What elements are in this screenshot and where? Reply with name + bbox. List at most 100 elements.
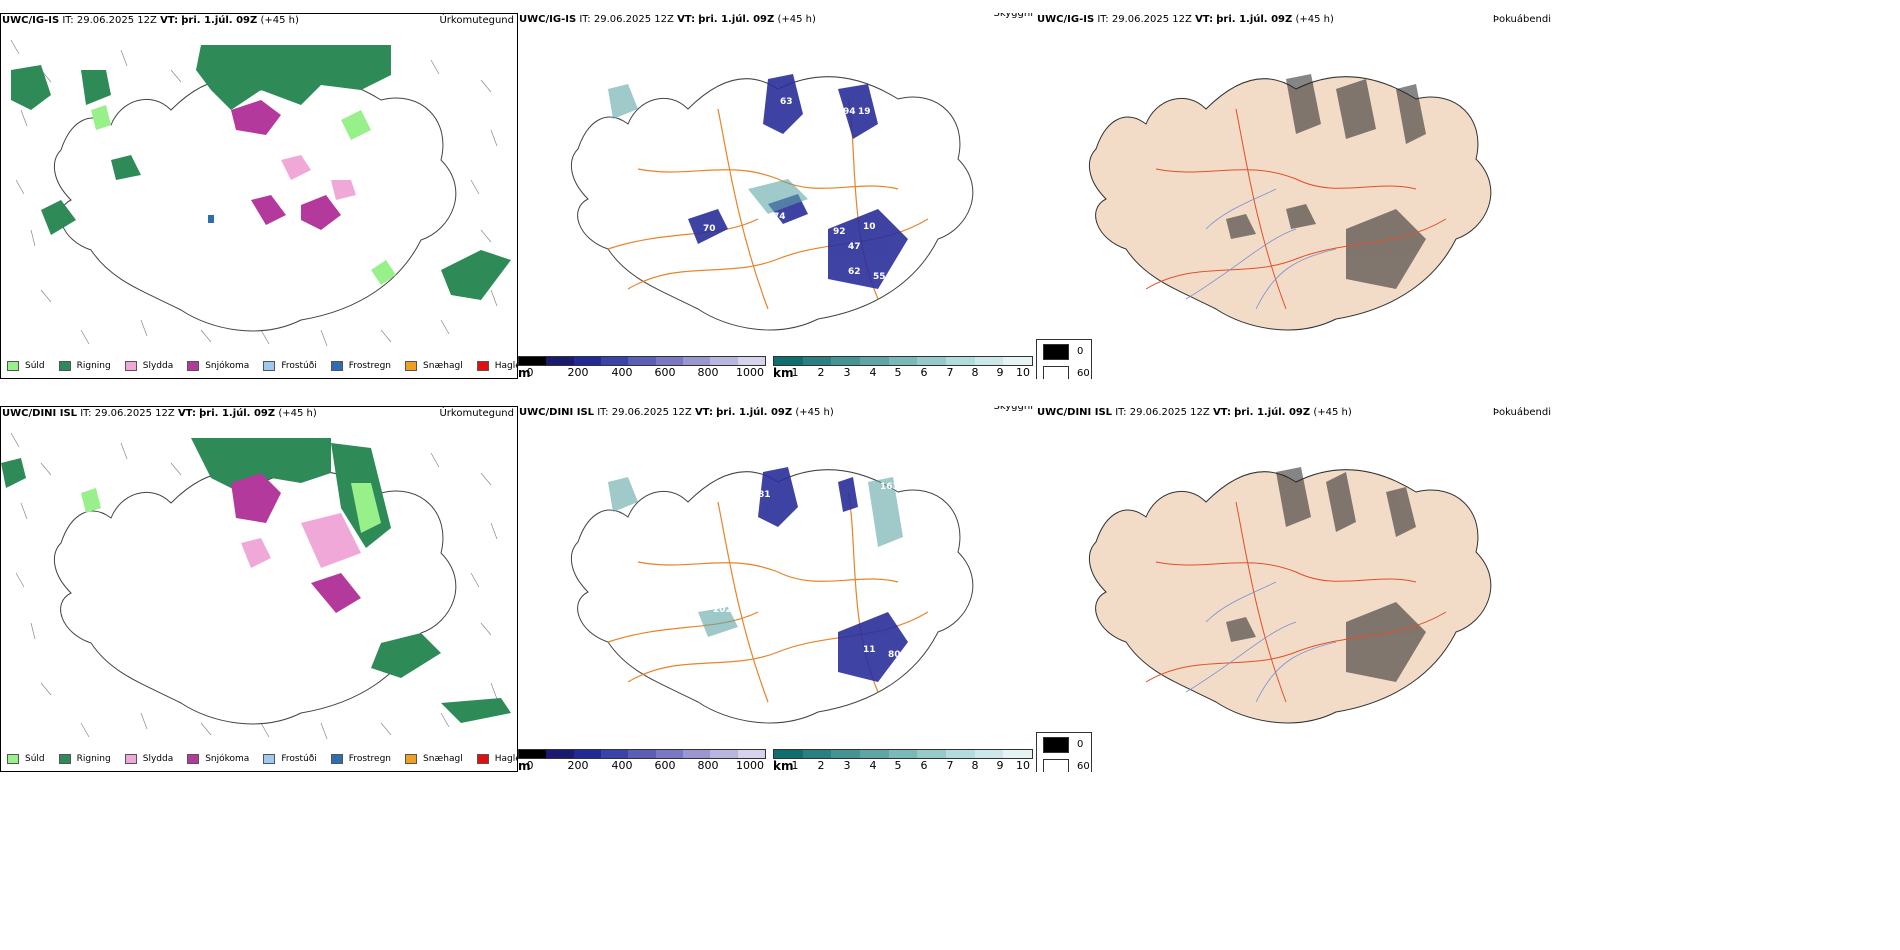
cloud-panel-dini: UWC/DINI ISL IT: 29.06.2025 12Z VT: þri.… (518, 406, 1036, 772)
rain-areas (1, 438, 511, 723)
cloud-label: 70 (703, 224, 716, 234)
roads (607, 98, 929, 310)
cloud-value-labels: 70 74 92 62 55 63 94 19 45 47 10 (703, 97, 886, 282)
legend-swatch (187, 361, 200, 371)
panel-title: Skyggni (993, 406, 1033, 412)
legend-item: Snæhagl (405, 754, 463, 764)
colorbar-unit: m (518, 366, 531, 379)
legend-item: Haglél (476, 361, 517, 371)
colorbar-swatches (518, 356, 766, 366)
legend-swatch (330, 754, 343, 764)
fog-panel-dini: UWC/DINI ISL IT: 29.06.2025 12Z VT: þri.… (1036, 406, 1554, 772)
legend-item: Súld (7, 754, 45, 764)
drizzle-areas (81, 483, 381, 533)
panel-title: Úrkomutegund (439, 15, 514, 26)
legend-swatch (330, 361, 343, 371)
cloud-label: 81 (758, 490, 771, 500)
legend-item: Frostregn (330, 361, 391, 371)
fog-key-light-label: 60 (1077, 761, 1090, 772)
panel-header: UWC/DINI ISL IT: 29.06.2025 12Z VT: þri.… (1037, 407, 1551, 418)
cloud-label: 02 (903, 647, 916, 657)
cloud-label: 63 (780, 97, 793, 107)
cloud-label: 47 (858, 530, 871, 540)
fog-key-dark-label: 0 (1077, 346, 1084, 357)
legend-item: Frostúði (263, 361, 317, 371)
legend-item: Slydda (124, 361, 173, 371)
fog-map (1088, 74, 1492, 331)
legend-swatch (124, 754, 137, 764)
precip-legend: Súld Rigning Slydda Snjókoma Frostúði Fr… (1, 751, 517, 767)
visibility-colorbar: km 1 2 3 4 5 6 7 8 9 10 (773, 356, 1035, 379)
colorbar-swatches (773, 356, 1033, 366)
fog-key-light-swatch (1043, 366, 1069, 379)
panel-header: UWC/IG-IS IT: 29.06.2025 12Z VT: þri. 1.… (518, 13, 1036, 27)
cloud-label: 94 (843, 107, 856, 117)
legend-item: Rigning (58, 361, 111, 371)
fog-dark-areas (1226, 74, 1426, 289)
legend-swatch (7, 361, 19, 371)
fog-map (1088, 467, 1492, 724)
panel-header: UWC/IG-IS IT: 29.06.2025 12Z VT: þri. 1.… (1037, 14, 1551, 25)
ceiling-colorbar: m 0 200 400 600 800 1000 (518, 749, 768, 772)
fog-dark-areas (1226, 467, 1426, 682)
legend-item: Súld (7, 361, 45, 371)
model-name: UWC/IG-IS (1037, 14, 1095, 25)
cloud-label: 11 (863, 645, 876, 655)
panel-title: Þokuábendi (1492, 14, 1551, 25)
cloud-label: 62 (848, 267, 861, 277)
cloud-label: 80 (888, 650, 901, 660)
snow-areas (231, 473, 361, 613)
cloud-label: 45 (858, 152, 871, 162)
model-name: UWC/IG-IS (519, 14, 577, 25)
legend-item: Snjókoma (187, 754, 249, 764)
wind-barbs (10, 39, 498, 347)
fog-key-dark-swatch (1043, 344, 1069, 360)
colorbar-unit: km (773, 366, 794, 379)
visibility-areas (608, 477, 903, 637)
rivers (1185, 581, 1337, 703)
legend-item: Snæhagl (405, 361, 463, 371)
precip-panel-ig: UWC/IG-IS IT: 29.06.2025 12Z VT: þri. 1.… (0, 13, 518, 379)
panel-title: Skyggni (993, 13, 1033, 19)
legend-swatch (405, 361, 418, 371)
panel-title: Úrkomutegund (439, 408, 514, 419)
model-name: UWC/DINI ISL (519, 407, 595, 418)
cloud-label: 202 (713, 605, 732, 615)
colorbar-unit: km (773, 759, 794, 772)
panel-header: UWC/DINI ISL IT: 29.06.2025 12Z VT: þri.… (2, 408, 514, 419)
sleet-areas (281, 155, 356, 200)
cloud-label: 47 (848, 242, 861, 252)
drizzle-areas (91, 105, 396, 285)
cloud-label: 163 (880, 482, 899, 492)
cloud-label: 85 (833, 600, 846, 610)
cloud-label: 55 (873, 272, 886, 282)
rain-areas (11, 45, 511, 300)
precip-map (10, 39, 511, 347)
cloud-map: 70 74 92 62 55 63 94 19 45 47 10 (570, 74, 974, 331)
legend-item: Frostregn (330, 754, 391, 764)
fog-panel-ig: UWC/IG-IS IT: 29.06.2025 12Z VT: þri. 1.… (1036, 13, 1554, 379)
fog-key-light-label: 60 (1077, 368, 1090, 379)
legend-swatch (7, 754, 19, 764)
visibility-colorbar: km 1 2 3 4 5 6 7 8 9 10 (773, 749, 1035, 772)
model-name: UWC/DINI ISL (2, 408, 78, 419)
roads (607, 491, 929, 703)
roads (1145, 501, 1447, 703)
snow-areas (231, 100, 341, 230)
rivers (1185, 188, 1337, 310)
legend-item: Slydda (124, 754, 173, 764)
cloud-value-labels: 81 163 47 98 85 11 80 02 202 17 (713, 482, 916, 725)
visibility-areas (608, 84, 808, 214)
legend-swatch (476, 754, 489, 764)
cloud-panel-ig: UWC/IG-IS IT: 29.06.2025 12Z VT: þri. 1.… (518, 13, 1036, 379)
roads (1145, 108, 1447, 310)
precip-panel-dini: UWC/DINI ISL IT: 29.06.2025 12Z VT: þri.… (0, 406, 518, 772)
legend-swatch (187, 754, 200, 764)
legend-item: Rigning (58, 754, 111, 764)
panel-header: UWC/DINI ISL IT: 29.06.2025 12Z VT: þri.… (518, 406, 1036, 420)
precip-legend: Súld Rigning Slydda Snjókoma Frostúði Fr… (1, 358, 517, 374)
legend-swatch (263, 361, 276, 371)
legend-swatch (263, 754, 276, 764)
legend-item: Haglél (476, 754, 517, 764)
sleet-areas (241, 513, 361, 568)
